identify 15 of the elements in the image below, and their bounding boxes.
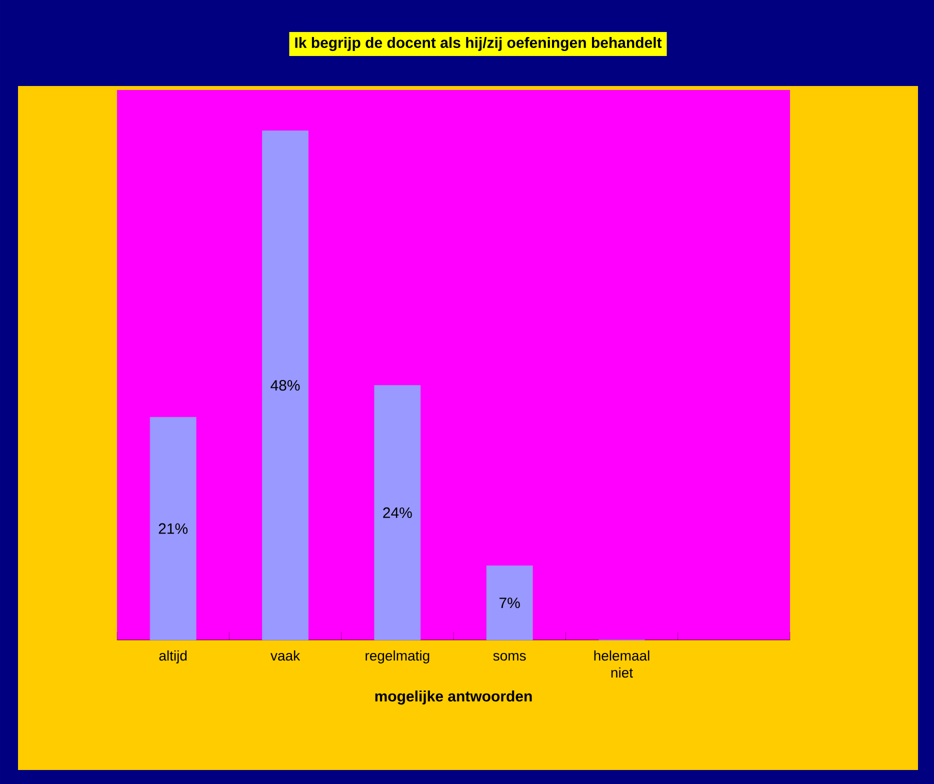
x-tick-label: soms [493,652,526,661]
bar [150,416,196,640]
bar [374,385,421,640]
bar [262,130,308,640]
x-tick-label: altijd [159,650,187,664]
data-label: 48% [270,380,300,391]
data-label: 24% [383,507,412,518]
data-label: 21% [158,523,188,534]
x-tick-label: vaak [270,650,300,661]
data-label: 7% [500,598,520,608]
x-tick-label: regelmatig [366,650,430,664]
bar [486,566,533,640]
x-axis-title: mogelijke antwoorden [375,690,532,705]
x-tick-label: helemaal niet [594,650,650,678]
chart-title: Ik begrijp de docent als hij/zij oefeningen behandelt [295,36,662,52]
